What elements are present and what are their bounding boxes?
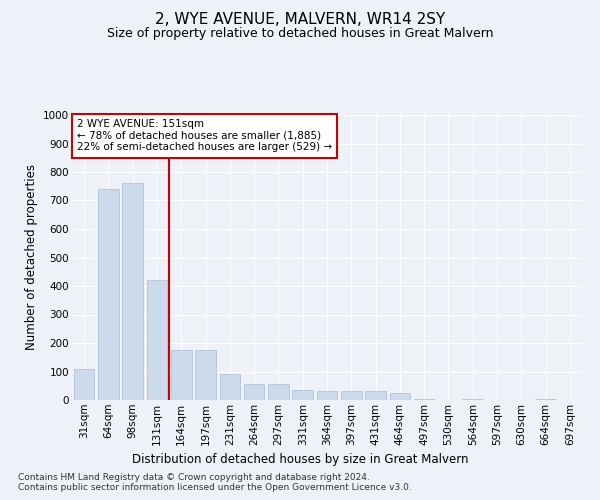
Bar (122, 184, 143, 400)
Bar (365, 392, 386, 400)
Bar (268, 384, 289, 400)
Bar (341, 392, 362, 400)
Text: 2 WYE AVENUE: 151sqm
← 78% of detached houses are smaller (1,885)
22% of semi-de: 2 WYE AVENUE: 151sqm ← 78% of detached h… (77, 120, 332, 152)
Bar (389, 393, 410, 400)
Bar (414, 398, 434, 400)
Bar (317, 392, 337, 400)
Text: 2, WYE AVENUE, MALVERN, WR14 2SY: 2, WYE AVENUE, MALVERN, WR14 2SY (155, 12, 445, 28)
Bar (292, 390, 313, 400)
Bar (171, 350, 191, 400)
Y-axis label: Number of detached properties: Number of detached properties (25, 164, 38, 350)
Bar (220, 374, 240, 400)
Bar (463, 398, 483, 400)
Bar (535, 398, 556, 400)
Text: Size of property relative to detached houses in Great Malvern: Size of property relative to detached ho… (107, 28, 493, 40)
Text: Contains HM Land Registry data © Crown copyright and database right 2024.
Contai: Contains HM Land Registry data © Crown c… (18, 472, 412, 492)
Text: Distribution of detached houses by size in Great Malvern: Distribution of detached houses by size … (132, 452, 468, 466)
Bar (195, 350, 216, 400)
Bar (74, 368, 94, 400)
Bar (244, 384, 265, 400)
Bar (98, 189, 119, 400)
Bar (146, 280, 167, 400)
